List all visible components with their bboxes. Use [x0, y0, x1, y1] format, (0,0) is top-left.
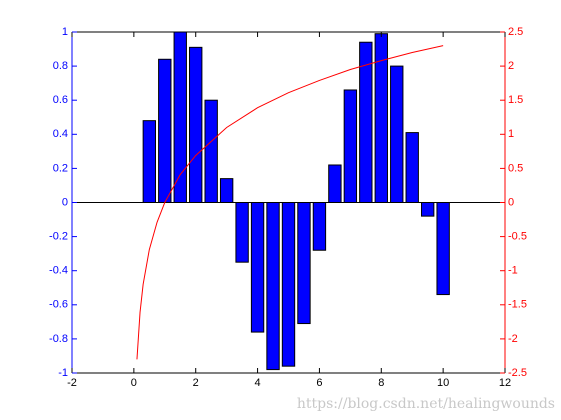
bar	[235, 202, 249, 263]
y-tick-label: -0.6	[49, 299, 68, 311]
bar	[420, 202, 435, 217]
bar	[173, 31, 187, 203]
bar	[250, 202, 265, 333]
y2-tick-label: -2.5	[508, 367, 527, 379]
y-tick-label: -1	[58, 367, 68, 379]
bar	[281, 202, 296, 367]
x-tick-label: -2	[67, 377, 77, 389]
y2-tick-label: 1.5	[508, 94, 523, 106]
bar	[266, 202, 280, 371]
y2-tick-label: 2	[508, 60, 514, 72]
y2-tick-label: 1	[508, 128, 514, 140]
y2-tick-label: -1.5	[508, 299, 527, 311]
y2-tick-label: 2.5	[508, 26, 523, 38]
y-tick-label: -0.2	[49, 231, 68, 243]
watermark: https://blog.csdn.net/healingwounds	[297, 396, 555, 412]
x-tick-label: 12	[499, 377, 511, 389]
bar	[436, 202, 450, 296]
bar	[405, 132, 419, 203]
x-tick-label: 10	[437, 377, 449, 389]
y2-tick-label: -0.5	[508, 231, 527, 243]
x-tick-label: 6	[316, 377, 322, 389]
bar	[204, 99, 218, 203]
bar	[189, 46, 203, 203]
x-tick-label: 2	[193, 377, 199, 389]
bar	[390, 65, 404, 203]
line	[136, 45, 444, 360]
y-tick-label: 1	[62, 26, 68, 38]
y2-tick-label: -1	[508, 265, 518, 277]
y2-tick-label: 0	[508, 196, 514, 208]
bar	[343, 89, 358, 203]
y-tick-label: 0.4	[53, 128, 68, 140]
y2-tick-label: 0.5	[508, 162, 523, 174]
y-tick-label: 0.8	[53, 60, 68, 72]
y2-tick-label: -2	[508, 333, 518, 345]
bar	[142, 120, 157, 203]
y-tick-label: -0.4	[49, 265, 68, 277]
x-tick-label: 4	[255, 377, 261, 389]
bar	[158, 58, 172, 203]
bar	[219, 178, 234, 204]
y-tick-label: 0.2	[53, 162, 68, 174]
bar	[297, 202, 311, 325]
y-tick-label: 0.6	[53, 94, 68, 106]
bar	[328, 164, 342, 204]
bar	[312, 202, 327, 251]
x-tick-label: 0	[131, 377, 137, 389]
y-tick-label: -0.8	[49, 333, 68, 345]
y-tick-label: 0	[62, 196, 68, 208]
x-tick-label: 8	[378, 377, 384, 389]
